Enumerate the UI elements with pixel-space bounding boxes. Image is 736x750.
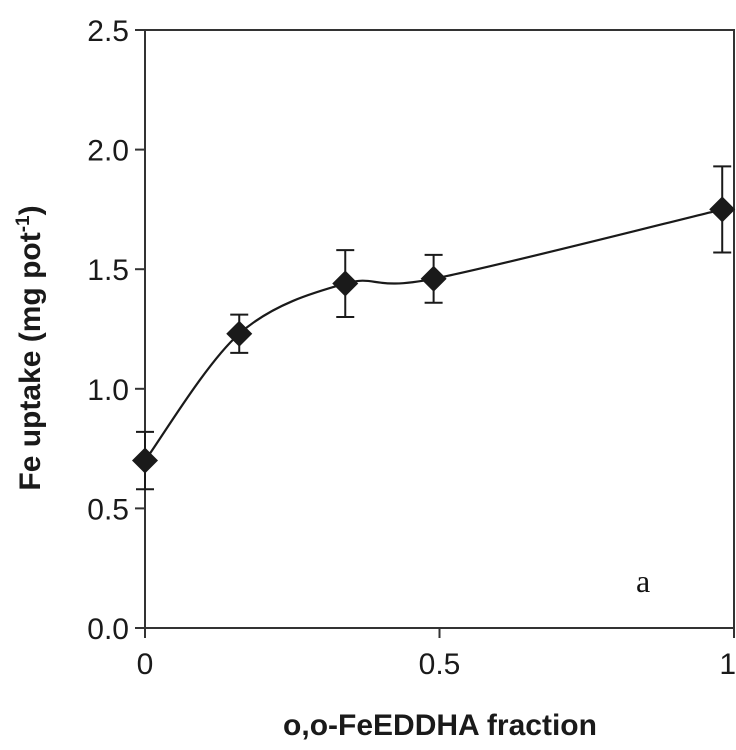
x-axis-title: o,o-FeEDDHA fraction [283,709,597,742]
y-tick-label: 0.0 [87,613,129,646]
x-tick-label: 0 [137,648,154,681]
y-axis-title-close: ) [14,205,47,215]
data-point-marker [420,265,447,292]
y-tick-label: 2.5 [87,15,129,48]
trend-line [144,208,723,462]
data-point-marker [332,270,359,297]
y-axis-title-main: Fe uptake (mg pot [14,232,47,490]
y-tick-label: 0.5 [87,493,129,526]
x-tick-label: 1 [719,648,736,681]
data-markers [132,196,736,474]
y-tick-label: 2.0 [87,135,129,168]
data-point-marker [226,320,253,347]
x-axis: 0 0.5 1 [137,628,736,681]
data-point-marker [132,447,158,474]
y-tick-label: 1.5 [87,254,129,287]
y-axis-title: Fe uptake (mg pot-1) [13,205,47,490]
panel-label: a [636,563,650,599]
data-point-marker [709,196,736,223]
y-axis-title-superscript: -1 [13,215,34,232]
y-axis: 0.0 0.5 1.0 1.5 2.0 2.5 [87,15,145,646]
x-tick-label: 0.5 [419,648,461,681]
y-tick-label: 1.0 [87,374,129,407]
error-bars [136,165,732,491]
plot-area [132,29,736,629]
